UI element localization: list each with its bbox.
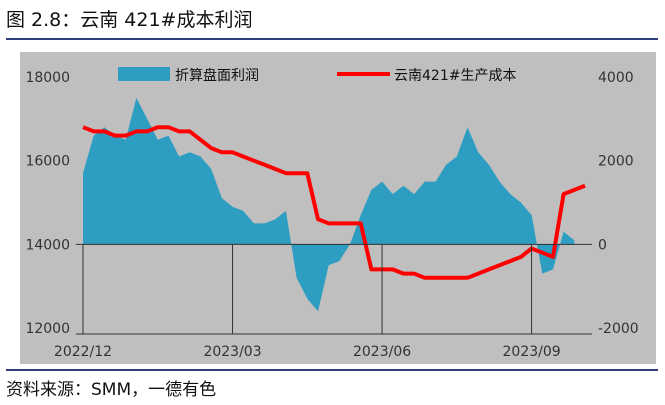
y-left-tick-label: 12000 bbox=[25, 321, 70, 337]
y-right-tick-label: 2000 bbox=[598, 154, 634, 170]
figure-title: 图 2.8：云南 421#成本利润 bbox=[6, 9, 253, 31]
legend-line-label: 云南421#生产成本 bbox=[394, 68, 516, 84]
x-tick-label: 2023/09 bbox=[503, 344, 561, 360]
x-tick-label: 2023/03 bbox=[203, 344, 261, 360]
title-rule bbox=[6, 38, 658, 40]
source-rule bbox=[6, 369, 658, 371]
legend-area-label: 折算盘面利润 bbox=[175, 67, 259, 84]
y-left-tick-label: 14000 bbox=[25, 237, 70, 253]
profit-area bbox=[83, 97, 575, 312]
cost-line bbox=[82, 125, 586, 280]
source-note: 资料来源：SMM，一德有色 bbox=[6, 380, 217, 400]
legend-area-swatch bbox=[118, 67, 170, 81]
y-left-tick-label: 18000 bbox=[25, 70, 70, 86]
y-right-tick-label: 4000 bbox=[598, 70, 634, 86]
x-tick-label: 2022/12 bbox=[54, 344, 112, 360]
y-right-tick-label: -2000 bbox=[598, 321, 639, 337]
y-right-tick-label: 0 bbox=[598, 237, 607, 253]
x-tick-label: 2023/06 bbox=[353, 344, 411, 360]
y-left-tick-label: 16000 bbox=[25, 154, 70, 170]
